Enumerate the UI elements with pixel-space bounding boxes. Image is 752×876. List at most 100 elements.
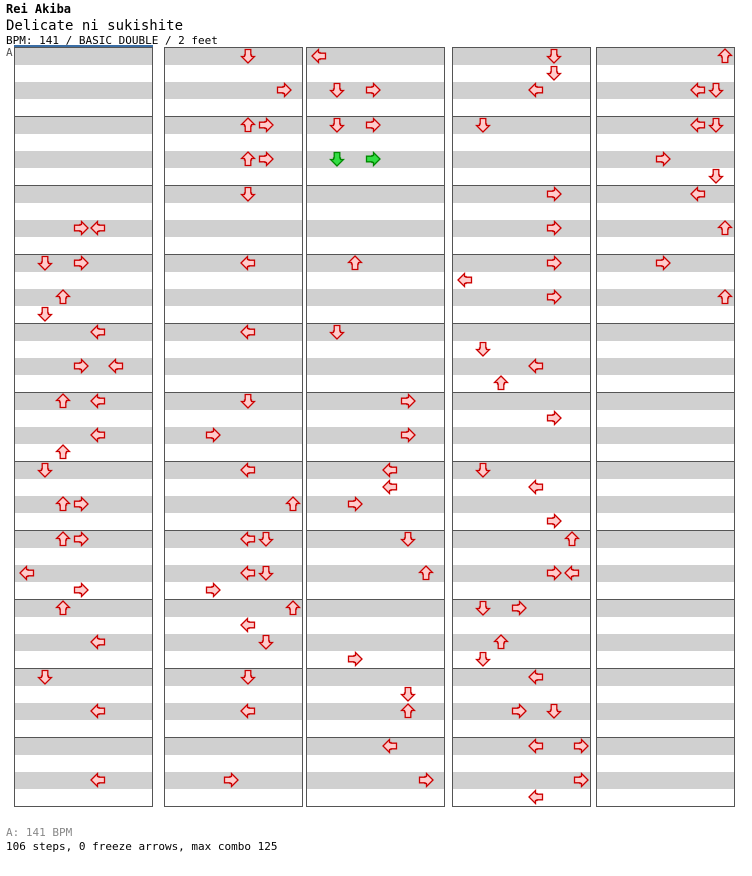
measure — [452, 462, 591, 531]
measure — [306, 324, 445, 393]
beat-row — [597, 582, 734, 599]
measure — [596, 531, 735, 600]
beat-row — [165, 48, 302, 65]
beat-row — [15, 237, 152, 254]
measure — [452, 738, 591, 807]
beat-row — [597, 272, 734, 289]
measure — [14, 117, 153, 186]
beat-row — [15, 513, 152, 530]
beat-row — [597, 393, 734, 410]
measure — [14, 393, 153, 462]
measure — [164, 393, 303, 462]
beat-row — [165, 375, 302, 392]
beat-row — [165, 237, 302, 254]
beat-row — [453, 358, 590, 375]
beat-row — [307, 117, 444, 134]
measure — [596, 255, 735, 324]
beat-row — [165, 720, 302, 737]
measure — [14, 738, 153, 807]
beat-row — [165, 82, 302, 99]
measure — [164, 600, 303, 669]
chart-column-1 — [14, 47, 153, 807]
beat-row — [165, 669, 302, 686]
measure — [452, 324, 591, 393]
beat-row — [453, 99, 590, 116]
beat-row — [453, 738, 590, 755]
beat-row — [453, 462, 590, 479]
beat-row — [307, 686, 444, 703]
chart-column-2 — [164, 47, 303, 807]
beat-row — [307, 289, 444, 306]
beat-row — [597, 65, 734, 82]
beat-row — [597, 462, 734, 479]
measure — [306, 738, 445, 807]
beat-row — [453, 117, 590, 134]
beat-row — [597, 703, 734, 720]
beat-row — [165, 703, 302, 720]
beat-row — [453, 220, 590, 237]
beat-row — [15, 686, 152, 703]
beat-row — [307, 789, 444, 806]
measure — [452, 186, 591, 255]
beat-row — [15, 99, 152, 116]
measure — [452, 393, 591, 462]
beat-row — [597, 324, 734, 341]
beat-row — [307, 186, 444, 203]
beat-row — [597, 289, 734, 306]
beat-row — [165, 289, 302, 306]
beat-row — [15, 789, 152, 806]
beat-row — [15, 117, 152, 134]
beat-row — [453, 789, 590, 806]
beat-row — [307, 703, 444, 720]
beat-row — [597, 358, 734, 375]
beat-row — [307, 82, 444, 99]
measure — [596, 462, 735, 531]
beat-row — [307, 582, 444, 599]
footer-bpm: A: 141 BPM — [6, 826, 73, 839]
beat-row — [453, 151, 590, 168]
beat-row — [597, 548, 734, 565]
measure — [306, 462, 445, 531]
beat-row — [453, 410, 590, 427]
measure — [306, 531, 445, 600]
beat-row — [453, 565, 590, 582]
beat-row — [15, 255, 152, 272]
measure — [14, 324, 153, 393]
beat-row — [453, 669, 590, 686]
beat-row — [307, 237, 444, 254]
beat-row — [597, 82, 734, 99]
beat-row — [453, 755, 590, 772]
beat-row — [307, 772, 444, 789]
measure — [14, 669, 153, 738]
beat-row — [15, 151, 152, 168]
beat-row — [307, 168, 444, 185]
beat-row — [307, 151, 444, 168]
beat-row — [165, 531, 302, 548]
beat-row — [165, 151, 302, 168]
beat-row — [165, 738, 302, 755]
beat-row — [597, 151, 734, 168]
beat-row — [453, 703, 590, 720]
measure — [452, 47, 591, 117]
chart-column-3 — [306, 47, 445, 807]
beat-row — [453, 289, 590, 306]
beat-row — [165, 427, 302, 444]
beat-row — [453, 48, 590, 65]
measure — [452, 531, 591, 600]
beat-row — [453, 375, 590, 392]
difficulty-label: A — [6, 46, 13, 59]
beat-row — [307, 358, 444, 375]
measure — [14, 531, 153, 600]
beat-row — [307, 617, 444, 634]
beat-row — [15, 82, 152, 99]
measure — [164, 462, 303, 531]
beat-row — [307, 341, 444, 358]
beat-row — [597, 48, 734, 65]
beat-row — [307, 255, 444, 272]
beat-row — [307, 548, 444, 565]
artist-name: Rei Akiba — [6, 2, 72, 16]
beat-row — [453, 513, 590, 530]
beat-row — [597, 99, 734, 116]
beat-row — [15, 186, 152, 203]
measure — [306, 117, 445, 186]
